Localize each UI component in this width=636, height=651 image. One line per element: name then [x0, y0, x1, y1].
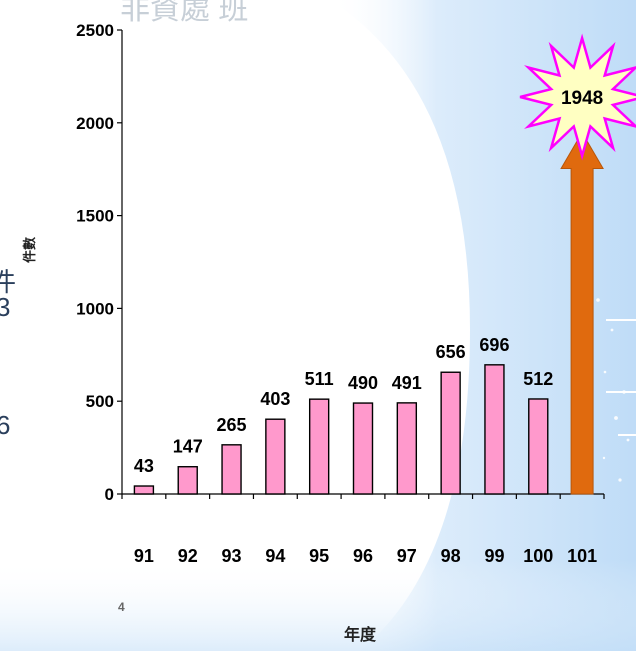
x-tick-label: 94	[265, 546, 285, 566]
y-tick-label: 2000	[76, 114, 114, 133]
y-tick-label: 0	[105, 485, 114, 504]
bar-92	[177, 466, 198, 495]
bar-value-label: 656	[436, 342, 466, 362]
y-tick-label: 500	[86, 392, 114, 411]
x-tick-label: 97	[397, 546, 417, 566]
x-tick-label: 92	[178, 546, 198, 566]
bar-93	[221, 444, 242, 495]
cut-off-text-fragment: 件	[0, 267, 17, 297]
x-tick-label: 100	[523, 546, 553, 566]
bar-101-arrow	[560, 131, 604, 495]
cut-off-text-fragment: 6	[0, 410, 11, 440]
bar-96	[352, 402, 374, 495]
bar-94	[265, 418, 286, 495]
cut-off-text-fragment: 3	[0, 292, 11, 322]
bar-value-label: 403	[260, 389, 290, 409]
bar-99	[484, 364, 505, 495]
y-tick-label: 1000	[76, 299, 114, 318]
bar-value-label: 265	[217, 415, 247, 435]
bar-value-label: 147	[173, 437, 203, 457]
x-tick-label: 95	[309, 546, 329, 566]
bar-100	[528, 398, 549, 495]
data-labels: 43 147 265 403 511 490 491 656 696 512	[134, 335, 553, 476]
y-axis-title: 件數	[22, 237, 37, 263]
y-tick-label: 1500	[76, 207, 114, 226]
cut-off-title-fragment: 非資處 班	[120, 0, 249, 26]
bar-value-label: 696	[479, 335, 509, 355]
highlight-value-label: 1948	[561, 88, 603, 109]
bar-97	[396, 402, 418, 495]
x-tick-label: 101	[567, 546, 597, 566]
bar-value-label: 491	[392, 373, 422, 393]
bar-91	[133, 485, 155, 495]
bar-value-label: 512	[523, 369, 553, 389]
x-tick-label: 98	[441, 546, 461, 566]
x-axis-title: 年度	[344, 625, 377, 644]
x-tick-label: 99	[484, 546, 504, 566]
bar-value-label: 511	[305, 369, 334, 389]
y-axis: 0 500 1000 1500 2000 2500	[76, 21, 123, 504]
x-tick-label: 96	[353, 546, 373, 566]
bar-95	[308, 398, 330, 495]
highlight-callout: 1948	[519, 33, 636, 495]
bar-value-label: 490	[348, 373, 378, 393]
y-tick-label: 2500	[76, 21, 114, 40]
bars	[133, 364, 549, 495]
bar-98	[440, 371, 461, 495]
x-tick-label: 93	[222, 546, 242, 566]
bar-value-label: 43	[134, 456, 154, 476]
x-tick-label: 91	[134, 546, 154, 566]
page-number: 4	[118, 600, 125, 614]
x-axis: 91 92 93 94 95 96 97 98 99 100 101	[121, 493, 605, 566]
